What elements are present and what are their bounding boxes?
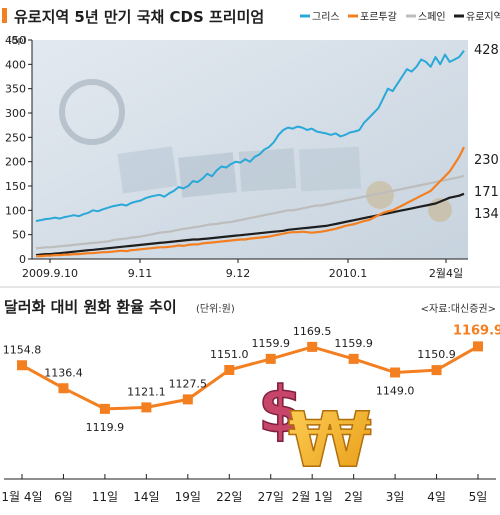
fx-data-label: 1151.0 (210, 348, 249, 361)
fx-data-point (182, 394, 193, 405)
coin (366, 181, 394, 209)
fx-data-point (473, 341, 483, 352)
cds-y-tick-label: 50 (12, 229, 26, 242)
cds-x-tick-label: 2009.9.10 (22, 267, 78, 280)
fx-x-tick-label: 14일 (133, 490, 159, 504)
fx-data-label: 1159.9 (251, 337, 290, 350)
won-icon: ₩ (288, 395, 372, 484)
fx-x-tick-label: 27일 (258, 490, 284, 504)
cds-y-tick-label: 250 (5, 131, 26, 144)
cds-title-bar (2, 3, 499, 27)
cds-end-label: 134 (474, 207, 499, 222)
cds-x-ticks: 2009.9.10 9.11 9.12 2010.1 2월4일 (22, 259, 463, 280)
fx-data-label: 1149.0 (376, 385, 415, 398)
fx-data-label: 1159.9 (334, 337, 373, 350)
cds-y-tick-label: 400 (5, 58, 26, 71)
cds-legend: 그리스 포르투갈 스페인 유로지역 (300, 10, 500, 23)
fx-x-tick-label: 19일 (175, 490, 201, 504)
fx-data-label: 1136.4 (44, 366, 83, 379)
cds-series-lines (35, 50, 465, 258)
banknote (298, 146, 362, 192)
fx-data-point (58, 383, 69, 394)
cds-x-tick-label: 2월4일 (429, 266, 463, 280)
cds-end-labels: 428 230 171 134 (474, 43, 499, 222)
fx-x-tick-label: 2일 (344, 490, 363, 504)
cds-series-line (35, 174, 465, 250)
euro-sculpture (59, 79, 125, 145)
cds-x-tick-label: 9.11 (128, 267, 153, 280)
cds-legend-label: 포르투갈 (360, 10, 397, 23)
cds-end-label: 428 (474, 43, 499, 58)
fx-data-point (307, 341, 318, 352)
cds-chart-title: 유로지역 5년 만기 국채 CDS 프리미엄 (14, 8, 264, 26)
cds-plot-background (32, 40, 468, 259)
fx-data-point (265, 353, 276, 364)
fx-x-tick-label: 6일 (54, 490, 73, 504)
fx-source-label: <자료:대신증권> (421, 303, 496, 315)
fx-unit-label: (단위:원) (196, 302, 235, 315)
fx-data-label: 1119.9 (86, 421, 125, 434)
fx-data-point (99, 403, 110, 414)
fx-data-point (390, 367, 401, 378)
fx-data-label: 1154.8 (3, 343, 42, 356)
cds-y-ticks: 450 400 350 300 250 200 150 100 50 0 (5, 34, 32, 266)
fx-x-tick-label: 11일 (92, 490, 118, 504)
cds-y-tick-label: 150 (5, 180, 26, 193)
fx-data-label: 1121.1 (127, 385, 166, 398)
cds-y-tick-label: 450 (5, 34, 26, 47)
cds-y-tick-label: 350 (5, 83, 26, 96)
cds-legend-label: 유로지역 (466, 11, 500, 23)
fx-series-line (21, 345, 479, 411)
cds-y-tick-label: 0 (19, 253, 26, 266)
cds-x-tick-label: 9.12 (226, 267, 251, 280)
cds-end-label: 230 (474, 153, 499, 168)
fx-data-label: 1169.9 (453, 323, 500, 338)
fx-x-tick-label: 4일 (427, 490, 446, 504)
cds-y-tick-label: 200 (5, 156, 26, 169)
fx-data-label: 1150.9 (417, 348, 456, 361)
cds-series-line (35, 50, 465, 222)
fx-data-point (348, 353, 359, 364)
euro-banknotes-decoration (59, 79, 452, 222)
fx-data-point (431, 365, 442, 376)
currency-symbols-decoration: $ ₩ (257, 373, 372, 485)
fx-data-point (141, 402, 152, 413)
cds-series-line (36, 146, 465, 258)
banknote (117, 146, 178, 194)
cds-chart: 유로지역 5년 만기 국채 CDS 프리미엄 그리스 포르투갈 스페인 유로지역 (B… (2, 3, 500, 280)
fx-x-tick-label: 5일 (469, 490, 488, 504)
cds-x-tick-label: 2010.1 (329, 267, 368, 280)
fx-x-tick-label: 22일 (216, 490, 242, 504)
fx-x-tick-label: 2월 1일 (292, 490, 333, 504)
fx-data-labels: 1154.81136.41119.91121.11127.51151.01159… (3, 323, 500, 434)
cds-legend-label: 그리스 (312, 11, 340, 23)
cds-end-label: 171 (474, 185, 499, 200)
fx-x-ticks: 1월 4일 6일 11일 14일 19일 22일 27일 2월 1일 2일 3일 4일 5일 (1, 474, 487, 504)
dollar-icon: $ (258, 374, 303, 448)
cds-y-tick-label: 300 (5, 107, 26, 120)
cds-legend-label: 스페인 (418, 11, 446, 23)
fx-chart: 달러화 대비 원화 환율 추이 (단위:원) <자료:대신증권> $ ₩ 1월 … (1, 298, 500, 504)
fx-x-tick-label: 1월 4일 (1, 490, 42, 504)
cds-title-marker (2, 8, 7, 23)
fx-x-tick-label: 3일 (386, 490, 405, 504)
fx-data-point (224, 365, 235, 375)
cds-y-tick-label: 100 (5, 204, 26, 217)
fx-data-point (17, 360, 27, 371)
cds-series-line (35, 192, 465, 257)
fx-data-label: 1169.5 (293, 325, 332, 338)
banknote (238, 148, 297, 192)
fx-series-line (17, 341, 483, 414)
cds-unit-label: (Bp) (8, 36, 27, 46)
fx-chart-title: 달러화 대비 원화 환율 추이 (4, 298, 177, 316)
fx-data-label: 1127.5 (169, 377, 208, 390)
